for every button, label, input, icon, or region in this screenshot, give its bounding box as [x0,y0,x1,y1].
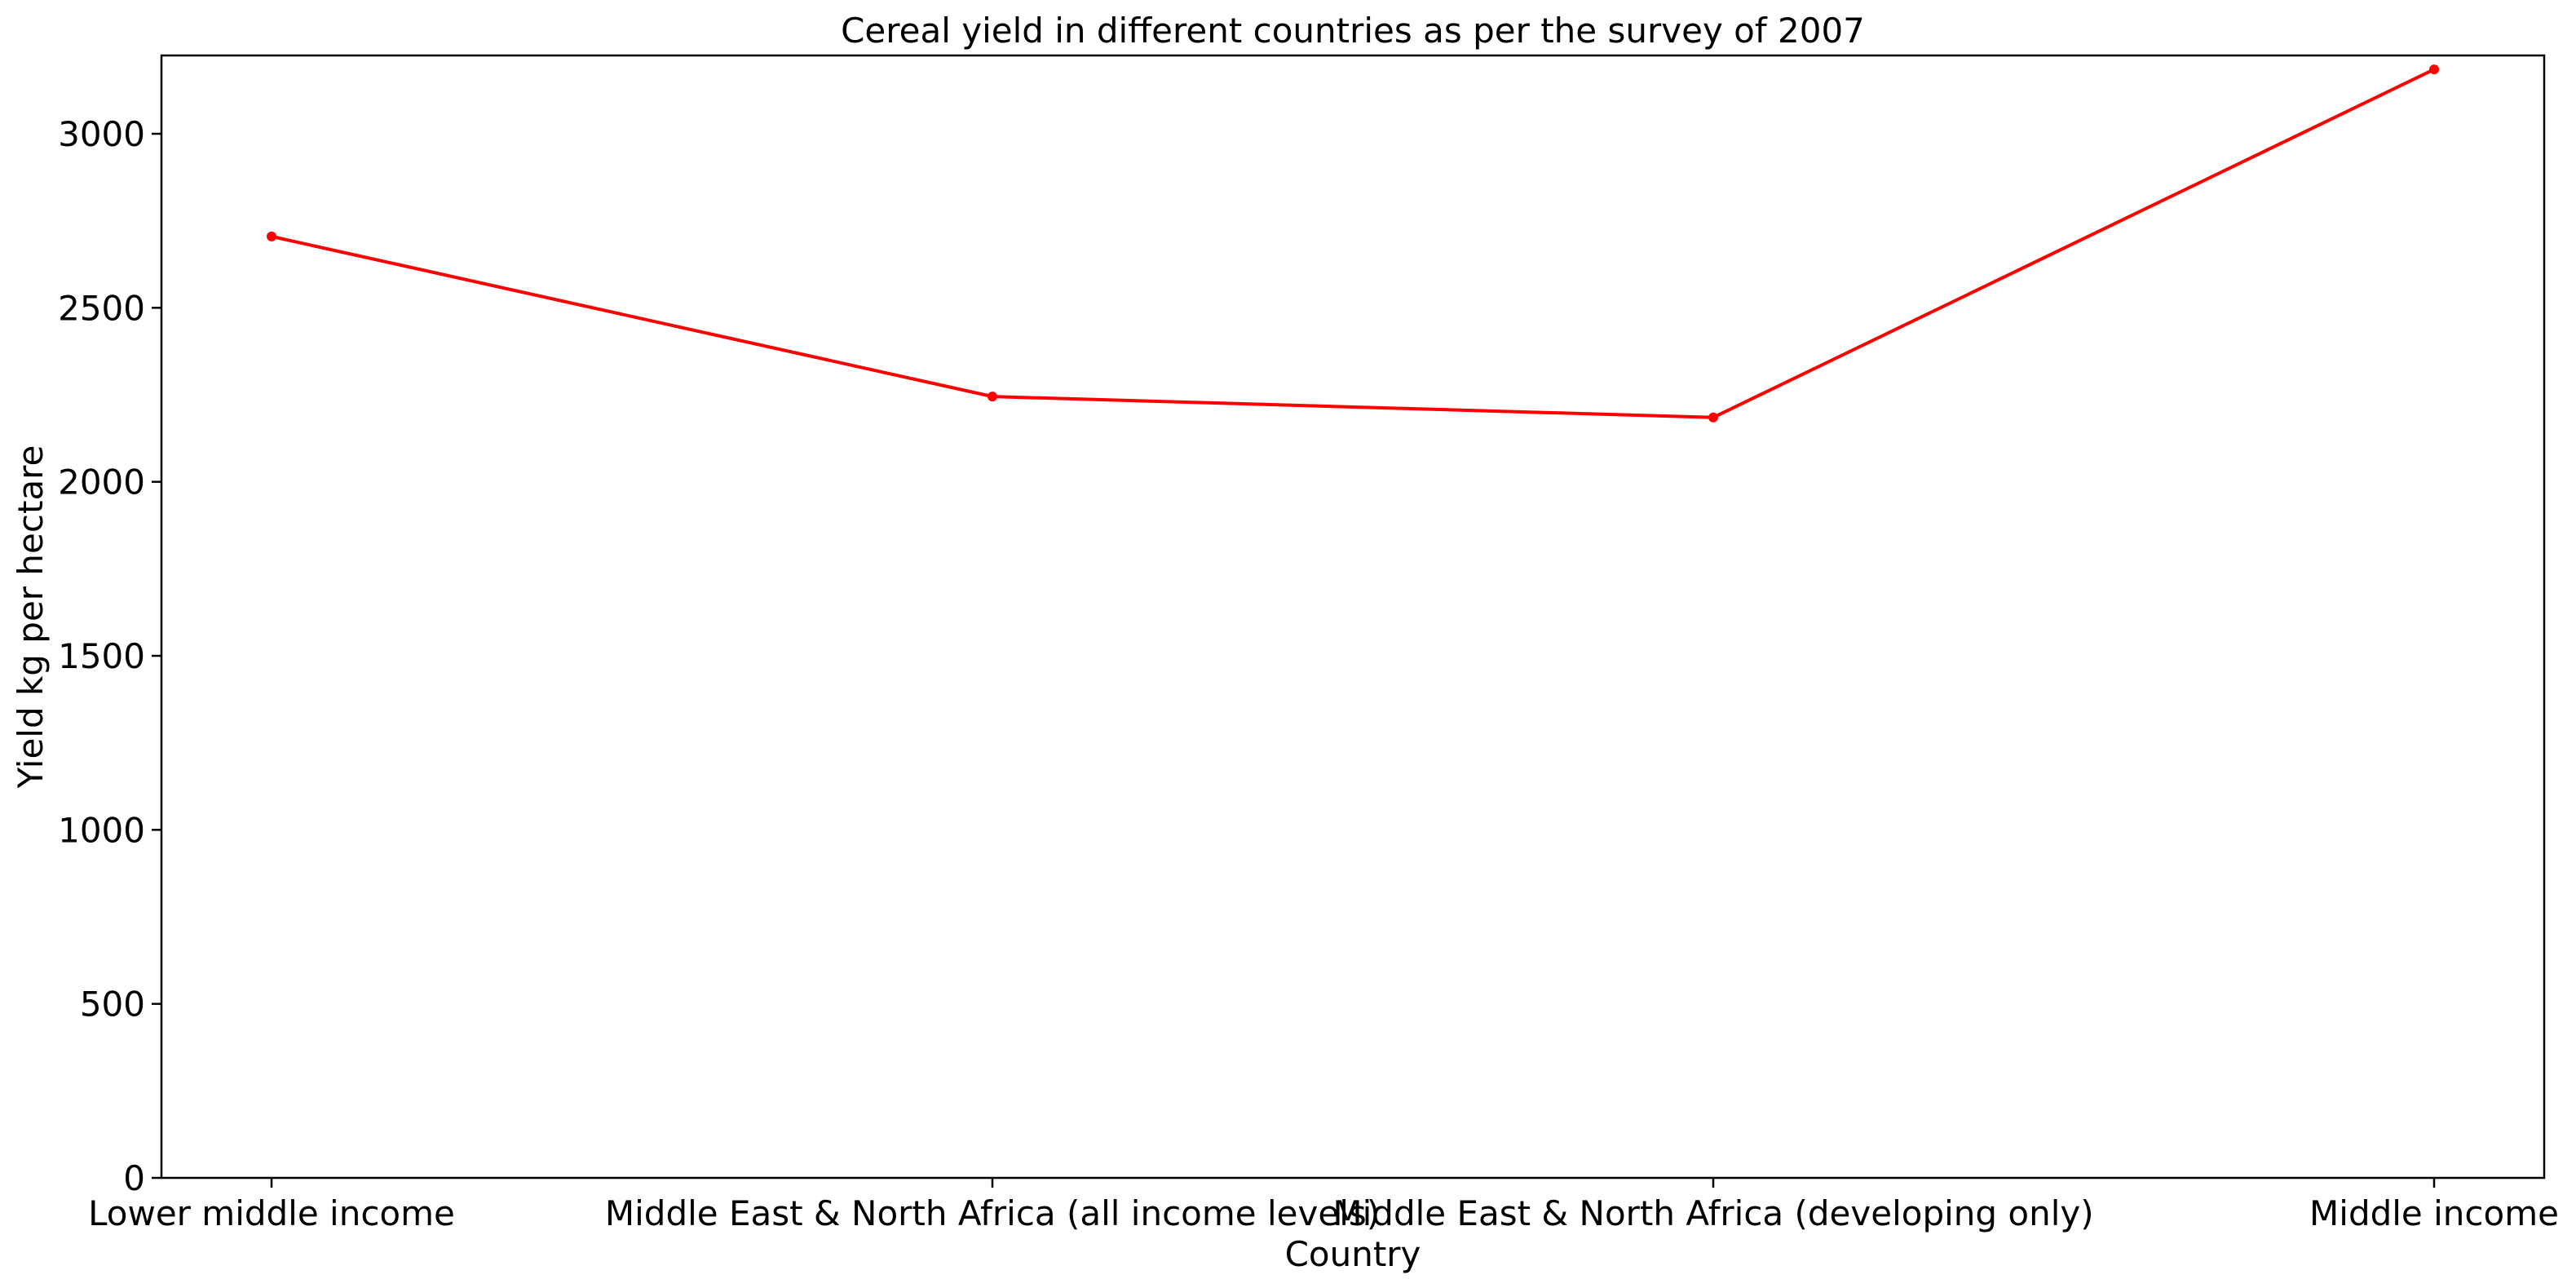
data-point [988,392,997,402]
y-tick-label: 0 [123,1158,145,1198]
x-tick-label: Middle East & North Africa (all income l… [605,1193,1380,1233]
y-tick-label: 1500 [58,636,145,676]
y-axis-title: Yield kg per hectare [11,445,51,790]
data-point [2429,64,2439,75]
data-point [267,231,276,241]
y-tick-label: 500 [80,985,145,1025]
x-tick-label: Middle East & North Africa (developing o… [1332,1193,2093,1233]
y-axis: 0 500 1000 1500 2000 2500 3000 [58,114,161,1198]
x-tick-label: Lower middle income [88,1193,455,1233]
y-tick-label: 1000 [58,810,145,850]
series-layer [267,64,2439,423]
series-line [271,68,2435,419]
data-point [1708,412,1718,423]
y-tick-label: 3000 [58,114,145,154]
chart-title: Cereal yield in different countries as p… [841,11,1865,51]
x-axis: Lower middle income Middle East & North A… [88,1178,2559,1233]
y-tick-label: 2000 [58,463,145,502]
y-tick-label: 2500 [58,288,145,328]
x-tick-label: Middle income [2309,1193,2559,1233]
plot-area-frame [160,54,2546,1180]
x-axis-title: Country [1285,1234,1421,1274]
